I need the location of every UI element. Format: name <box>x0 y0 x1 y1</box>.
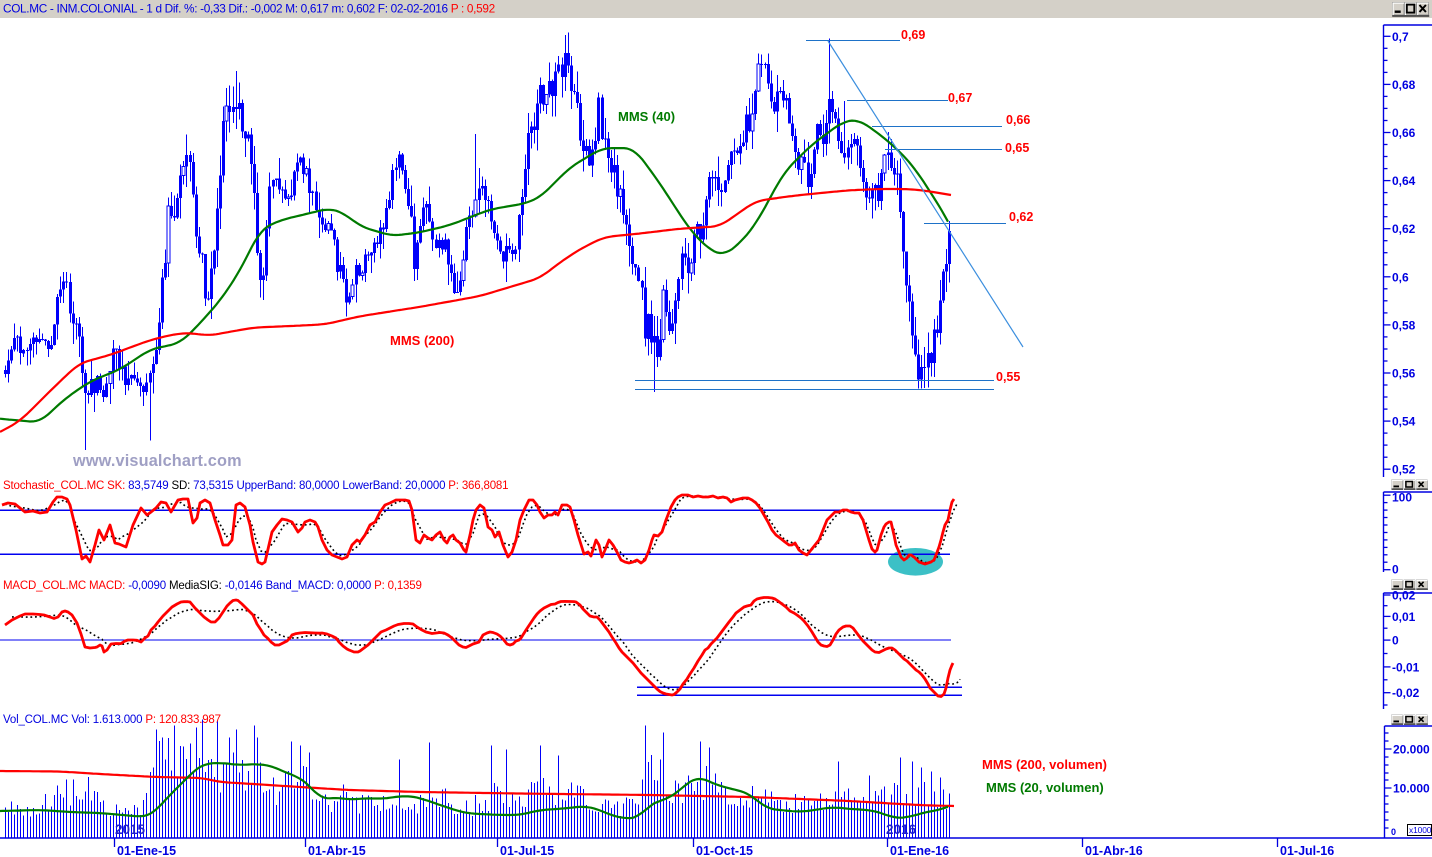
svg-text:MMS (200, volumen): MMS (200, volumen) <box>982 757 1107 772</box>
svg-text:x1000: x1000 <box>1409 825 1432 835</box>
svg-text:20.000: 20.000 <box>1393 743 1430 757</box>
svg-text:0,54: 0,54 <box>1392 415 1416 429</box>
svg-text:2016: 2016 <box>886 822 917 837</box>
svg-text:0,56: 0,56 <box>1392 367 1416 381</box>
svg-text:www.visualchart.com: www.visualchart.com <box>72 452 242 470</box>
svg-text:0,65: 0,65 <box>1005 141 1029 155</box>
svg-text:01-Jul-15: 01-Jul-15 <box>500 844 554 857</box>
svg-text:-0,01: -0,01 <box>1392 660 1420 674</box>
svg-text:-0,02: -0,02 <box>1392 686 1420 700</box>
svg-text:01-Oct-15: 01-Oct-15 <box>696 844 753 857</box>
svg-text:0,62: 0,62 <box>1009 210 1033 224</box>
svg-text:Vol_COL.MC Vol: 1.613.000 P: 1: Vol_COL.MC Vol: 1.613.000 P: 120.833.987 <box>3 714 221 726</box>
svg-text:0: 0 <box>1392 634 1399 648</box>
svg-text:MMS (20, volumen): MMS (20, volumen) <box>986 780 1104 795</box>
svg-text:COL.MC - INM.COLONIAL - 1 d: COL.MC - INM.COLONIAL - 1 d Dif. %: -0,3… <box>3 2 495 16</box>
svg-text:01-Abr-16: 01-Abr-16 <box>1085 844 1143 857</box>
svg-text:0: 0 <box>1392 563 1399 577</box>
svg-text:0,64: 0,64 <box>1392 174 1416 188</box>
svg-text:MACD_COL.MC MACD: -0,0090 Medi: MACD_COL.MC MACD: -0,0090 MediaSIG: -0,0… <box>3 580 422 592</box>
svg-text:Stochastic_COL.MC SK: 83,5749: Stochastic_COL.MC SK: 83,5749 SD: 73,531… <box>3 480 508 492</box>
svg-text:0,69: 0,69 <box>901 28 925 42</box>
svg-text:01-Jul-16: 01-Jul-16 <box>1280 844 1334 857</box>
svg-text:100: 100 <box>1392 491 1412 505</box>
svg-text:01-Ene-16: 01-Ene-16 <box>890 844 949 857</box>
svg-text:0,6: 0,6 <box>1392 270 1409 284</box>
svg-text:0,67: 0,67 <box>948 91 972 105</box>
svg-text:2015: 2015 <box>115 822 146 837</box>
svg-text:MMS (200): MMS (200) <box>390 333 454 348</box>
svg-text:0,62: 0,62 <box>1392 222 1416 236</box>
svg-text:0,66: 0,66 <box>1006 113 1030 127</box>
svg-text:0,01: 0,01 <box>1392 610 1416 624</box>
svg-text:01-Ene-15: 01-Ene-15 <box>117 844 176 857</box>
svg-text:MMS (40): MMS (40) <box>618 109 675 124</box>
svg-text:10.000: 10.000 <box>1393 782 1430 796</box>
svg-text:0: 0 <box>1391 827 1396 837</box>
svg-text:0,66: 0,66 <box>1392 126 1416 140</box>
svg-text:0,58: 0,58 <box>1392 318 1416 332</box>
svg-text:01-Abr-15: 01-Abr-15 <box>308 844 366 857</box>
svg-text:0,55: 0,55 <box>996 370 1020 384</box>
svg-text:0,7: 0,7 <box>1392 30 1409 44</box>
svg-text:0,68: 0,68 <box>1392 78 1416 92</box>
svg-text:0,52: 0,52 <box>1392 463 1416 477</box>
svg-text:0,02: 0,02 <box>1392 589 1416 603</box>
